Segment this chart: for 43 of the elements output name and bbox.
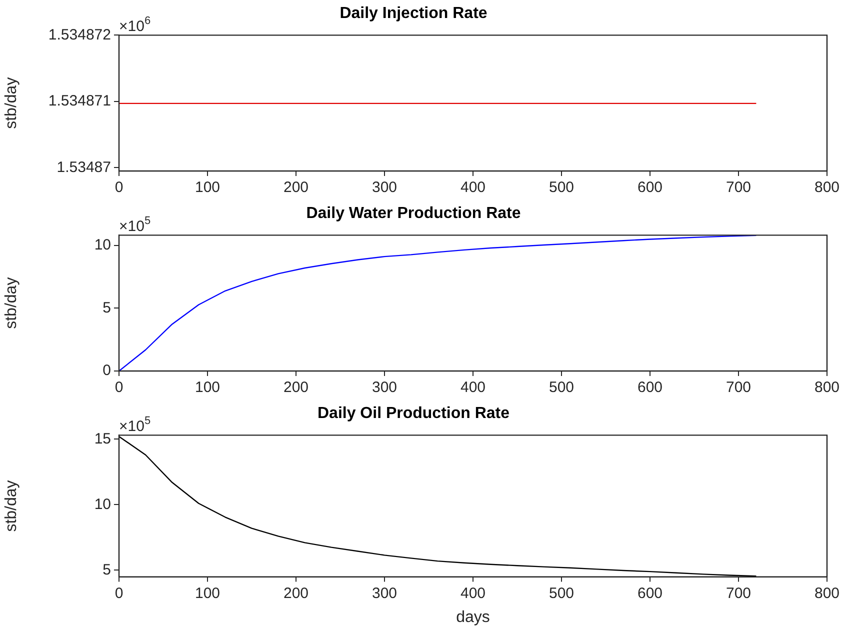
chart-title: Daily Injection Rate <box>340 5 488 22</box>
y-tick-label: 10 <box>94 496 111 513</box>
x-tick-label: 300 <box>372 584 398 602</box>
x-tick-label: 500 <box>548 179 574 196</box>
x-tick-label: 200 <box>283 379 309 396</box>
x-tick-label: 300 <box>372 379 398 396</box>
y-axis-title: stb/day <box>3 77 20 129</box>
x-tick-label: 100 <box>194 584 220 602</box>
y-tick-label: 5 <box>102 561 111 578</box>
y-axis-title: stb/day <box>3 480 20 532</box>
x-tick-label: 700 <box>726 179 752 196</box>
x-tick-label: 500 <box>548 584 574 602</box>
x-tick-label: 800 <box>814 584 840 602</box>
x-tick-label: 700 <box>726 584 752 602</box>
x-tick-label: 400 <box>460 179 486 196</box>
x-tick-label: 800 <box>814 179 840 196</box>
x-tick-label: 0 <box>114 179 124 196</box>
x-tick-label: 500 <box>548 379 574 396</box>
x-tick-label: 300 <box>372 179 398 196</box>
y-tick-label: 15 <box>94 430 111 448</box>
x-tick-label: 600 <box>637 584 663 602</box>
y-tick-label: 5 <box>102 299 111 316</box>
x-tick-label: 0 <box>114 379 124 396</box>
x-tick-label: 800 <box>814 379 840 396</box>
x-tick-label: 100 <box>194 379 220 396</box>
x-tick-label: 400 <box>460 379 486 396</box>
x-tick-label: 100 <box>194 179 220 196</box>
y-tick-label: 1.534872 <box>48 26 111 44</box>
x-tick-label: 400 <box>460 584 486 602</box>
x-tick-label: 600 <box>637 179 663 196</box>
chart-title: Daily Water Production Rate <box>306 205 521 222</box>
x-tick-label: 200 <box>283 179 309 196</box>
chart-title: Daily Oil Production Rate <box>317 405 510 422</box>
y-tick-label: 1.534871 <box>48 92 111 110</box>
x-tick-label: 0 <box>114 584 124 602</box>
y-axis-title: stb/day <box>3 277 20 329</box>
x-axis-title: days <box>456 608 490 626</box>
y-tick-label: 1.53487 <box>56 158 111 176</box>
x-tick-label: 600 <box>637 379 663 396</box>
y-tick-label: 0 <box>102 362 111 380</box>
x-tick-label: 200 <box>283 584 309 602</box>
y-tick-label: 10 <box>94 236 111 254</box>
x-tick-label: 700 <box>726 379 752 396</box>
